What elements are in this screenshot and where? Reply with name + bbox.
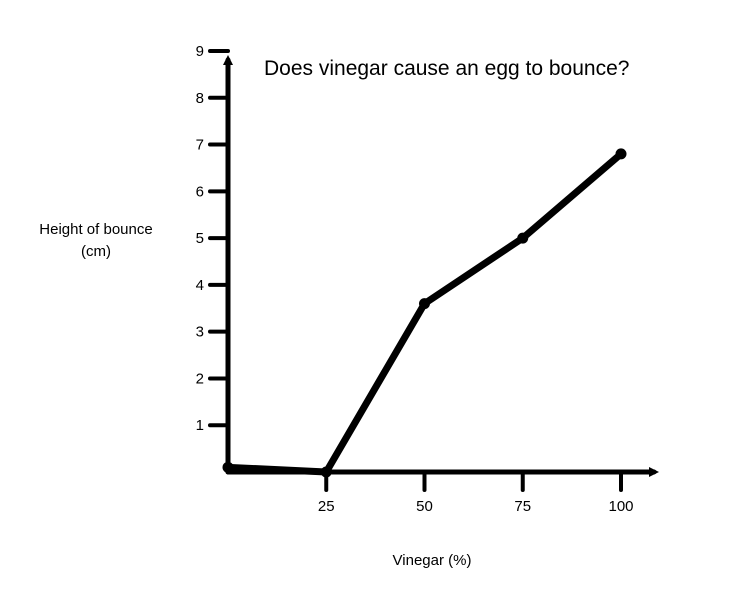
x-tick-label: 25	[318, 498, 335, 515]
y-tick-label: 6	[196, 183, 204, 200]
chart-title: Does vinegar cause an egg to bounce?	[264, 57, 629, 80]
y-tick-group: 1 2 3 4 5 6 7 8 9	[196, 43, 230, 434]
y-tick-label: 5	[196, 230, 204, 247]
data-point	[419, 298, 430, 310]
y-tick-label: 9	[196, 43, 204, 60]
x-tick-label: 75	[514, 498, 531, 515]
x-tick-label: 50	[416, 498, 433, 515]
x-axis-label: Vinegar (%)	[393, 552, 472, 569]
x-tick-label: 100	[608, 498, 633, 515]
y-tick-label: 1	[196, 417, 204, 434]
y-tick-label: 8	[196, 90, 204, 107]
series-line	[224, 150, 625, 476]
y-tick-label: 7	[196, 137, 204, 154]
data-point	[517, 232, 529, 244]
y-tick-label: 3	[196, 324, 204, 341]
x-tick-group: 25 50 75 100	[318, 470, 634, 515]
data-point	[222, 461, 234, 473]
data-point	[615, 148, 627, 160]
y-tick-label: 4	[196, 277, 204, 294]
y-tick-label: 2	[196, 370, 204, 387]
y-axis-label-line-1: Height of bounce	[39, 221, 152, 238]
y-axis-label-line-2: (cm)	[81, 243, 111, 260]
data-point	[320, 466, 332, 478]
series-layer	[222, 148, 627, 478]
